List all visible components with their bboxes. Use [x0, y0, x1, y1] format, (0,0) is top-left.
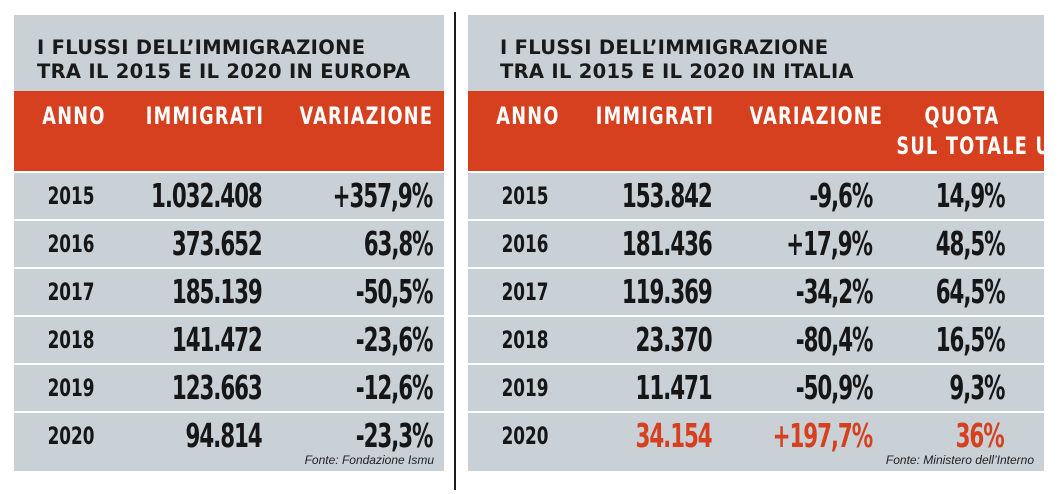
cell-immigrati: 1.032.408: [151, 176, 263, 215]
cell-quota: 9,3%: [949, 368, 1005, 407]
europe-source: Fonte: Fondazione Ismu: [304, 453, 434, 467]
table-row: 2016 181.436 +17,9% 48,5%: [468, 219, 1044, 267]
header-anno: ANNO: [496, 102, 560, 130]
cell-anno: 2019: [47, 374, 95, 402]
cell-anno: 2016: [501, 230, 549, 258]
header-quota-line2: SUL TOTALE UE: [896, 132, 1059, 160]
table-row: 2017 119.369 -34,2% 64,5%: [468, 267, 1044, 315]
table-row: 2017 185.139 -50,5%: [14, 267, 444, 315]
table-row: 2015 153.842 -9,6% 14,9%: [468, 171, 1044, 219]
cell-variazione: -12,6%: [355, 368, 433, 407]
cell-immigrati: 119.369: [622, 272, 713, 311]
header-variazione: VARIAZIONE: [749, 102, 884, 130]
header-immigrati: IMMIGRATI: [595, 102, 715, 130]
table-row-highlight: 2020 34.154 +197,7% 36%: [468, 411, 1044, 459]
europe-table-panel: I FLUSSI DELL’IMMIGRAZIONE TRA IL 2015 E…: [14, 15, 444, 471]
cell-quota: 64,5%: [935, 272, 1005, 311]
table-row: 2016 373.652 63,8%: [14, 219, 444, 267]
cell-anno: 2015: [47, 182, 95, 210]
cell-variazione: -34,2%: [795, 272, 873, 311]
header-immigrati: IMMIGRATI: [145, 102, 265, 130]
italy-table-panel: I FLUSSI DELL’IMMIGRAZIONE TRA IL 2015 E…: [468, 15, 1059, 471]
table-row: 2020 94.814 -23,3%: [14, 411, 444, 459]
cell-quota: 36%: [956, 416, 1005, 455]
cell-variazione: +17,9%: [786, 224, 873, 263]
cell-variazione: -23,6%: [355, 320, 433, 359]
header-variazione: VARIAZIONE: [299, 102, 434, 130]
cell-quota: 16,5%: [935, 320, 1005, 359]
cell-quota: 48,5%: [935, 224, 1005, 263]
cell-immigrati: 373.652: [172, 224, 263, 263]
cell-anno: 2018: [501, 326, 549, 354]
cell-immigrati: 11.471: [635, 368, 713, 407]
table-row: 2018 141.472 -23,6%: [14, 315, 444, 363]
cell-variazione: -23,3%: [355, 416, 433, 455]
italy-title-line2: TRA IL 2015 E IL 2020 IN ITALIA: [500, 60, 854, 83]
cell-anno: 2015: [501, 182, 549, 210]
cell-variazione: +197,7%: [772, 416, 873, 455]
cell-anno: 2020: [47, 422, 95, 450]
cell-quota: 14,9%: [935, 176, 1005, 215]
cell-immigrati: 181.436: [622, 224, 713, 263]
cell-anno: 2019: [501, 374, 549, 402]
europe-table-title: I FLUSSI DELL’IMMIGRAZIONE TRA IL 2015 E…: [37, 36, 410, 84]
cell-immigrati: 23.370: [635, 320, 713, 359]
table-row: 2019 11.471 -50,9% 9,3%: [468, 363, 1044, 411]
italy-source: Fonte: Ministero dell’Interno: [885, 453, 1034, 467]
header-quota-line1: QUOTA: [924, 102, 1000, 130]
table-row: 2019 123.663 -12,6%: [14, 363, 444, 411]
europe-table-header: ANNO IMMIGRATI VARIAZIONE: [14, 91, 444, 171]
header-quota: QUOTA SUL TOTALE UE: [896, 101, 1059, 161]
cell-immigrati: 34.154: [635, 416, 713, 455]
cell-variazione: -50,9%: [795, 368, 873, 407]
cell-anno: 2017: [501, 278, 549, 306]
cell-variazione: -80,4%: [795, 320, 873, 359]
cell-anno: 2020: [501, 422, 549, 450]
cell-immigrati: 153.842: [622, 176, 713, 215]
italy-title-line1: I FLUSSI DELL’IMMIGRAZIONE: [500, 36, 829, 59]
cell-variazione: 63,8%: [363, 224, 433, 263]
cell-immigrati: 94.814: [185, 416, 263, 455]
italy-table-title: I FLUSSI DELL’IMMIGRAZIONE TRA IL 2015 E…: [500, 36, 854, 84]
cell-variazione: -50,5%: [355, 272, 433, 311]
cell-anno: 2017: [47, 278, 95, 306]
europe-title-line2: TRA IL 2015 E IL 2020 IN EUROPA: [37, 60, 411, 83]
europe-title-line1: I FLUSSI DELL’IMMIGRAZIONE: [37, 36, 366, 59]
cell-anno: 2016: [47, 230, 95, 258]
column-divider: [454, 12, 456, 490]
table-row: 2018 23.370 -80,4% 16,5%: [468, 315, 1044, 363]
cell-immigrati: 185.139: [172, 272, 263, 311]
cell-variazione: -9,6%: [809, 176, 873, 215]
cell-variazione: +357,9%: [332, 176, 433, 215]
table-row: 2015 1.032.408 +357,9%: [14, 171, 444, 219]
cell-anno: 2018: [47, 326, 95, 354]
italy-table-header: ANNO IMMIGRATI VARIAZIONE QUOTA SUL TOTA…: [468, 91, 1059, 171]
header-anno: ANNO: [42, 102, 106, 130]
cell-immigrati: 141.472: [172, 320, 263, 359]
cell-immigrati: 123.663: [172, 368, 263, 407]
